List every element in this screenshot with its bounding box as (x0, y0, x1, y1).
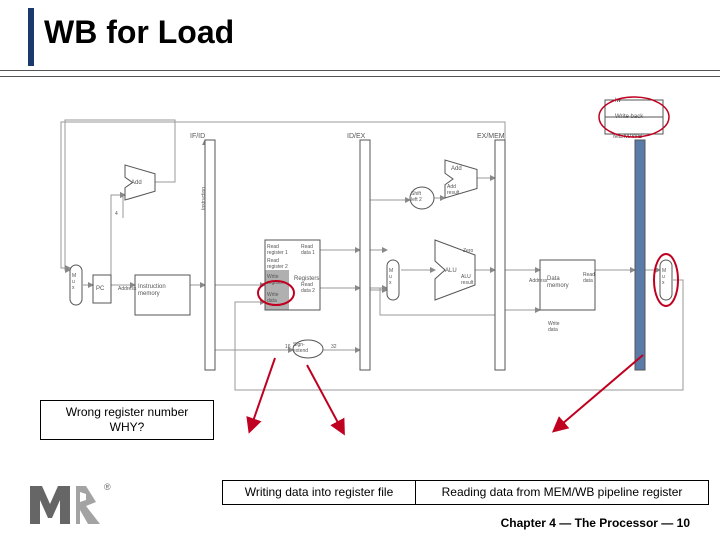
pipeline-diagram: IF/IDID/EXEX/MEMMEM/WBInstructionmemoryR… (35, 110, 685, 400)
callout-2: Reading data from MEM/WB pipeline regist… (415, 480, 709, 505)
svg-text:Add: Add (451, 166, 462, 172)
svg-text:register 1: register 1 (267, 250, 288, 256)
callout-0: Wrong register numberWHY? (40, 400, 214, 440)
svg-text:Zero: Zero (463, 248, 474, 254)
svg-text:Instruction: Instruction (201, 187, 207, 210)
svg-text:memory: memory (138, 291, 160, 297)
publisher-logo (30, 486, 100, 524)
svg-text:PC: PC (96, 286, 105, 292)
svg-text:Address: Address (118, 286, 137, 292)
divider (0, 76, 720, 77)
svg-text:data 1: data 1 (301, 250, 315, 256)
svg-text:IF/ID: IF/ID (190, 133, 205, 140)
svg-text:register 2: register 2 (267, 264, 288, 270)
svg-text:data: data (548, 327, 558, 333)
svg-text:ALU: ALU (445, 268, 457, 274)
svg-text:Address: Address (529, 278, 548, 284)
svg-text:result: result (461, 280, 474, 286)
divider (0, 70, 720, 71)
svg-text:EX/MEM: EX/MEM (477, 133, 505, 140)
svg-text:result: result (447, 190, 460, 196)
svg-text:left 2: left 2 (411, 197, 422, 203)
page-title: WB for Load (44, 14, 234, 51)
registered-mark: ® (104, 482, 111, 492)
svg-text:data: data (583, 278, 593, 284)
svg-text:4: 4 (115, 211, 118, 217)
title-accent (28, 8, 34, 66)
svg-text:extend: extend (293, 348, 308, 354)
callout-1: Writing data into register file (222, 480, 416, 505)
chapter-footer: Chapter 4 — The Processor — 10 (501, 516, 690, 530)
svg-text:Add: Add (131, 180, 142, 186)
svg-text:16: 16 (285, 344, 291, 350)
svg-text:Instruction: Instruction (138, 284, 166, 290)
svg-text:32: 32 (331, 344, 337, 350)
svg-text:ID/EX: ID/EX (347, 133, 366, 140)
svg-text:data 2: data 2 (301, 288, 315, 294)
svg-text:Write back: Write back (615, 114, 644, 120)
svg-text:Data: Data (547, 276, 560, 282)
svg-text:memory: memory (547, 283, 569, 289)
